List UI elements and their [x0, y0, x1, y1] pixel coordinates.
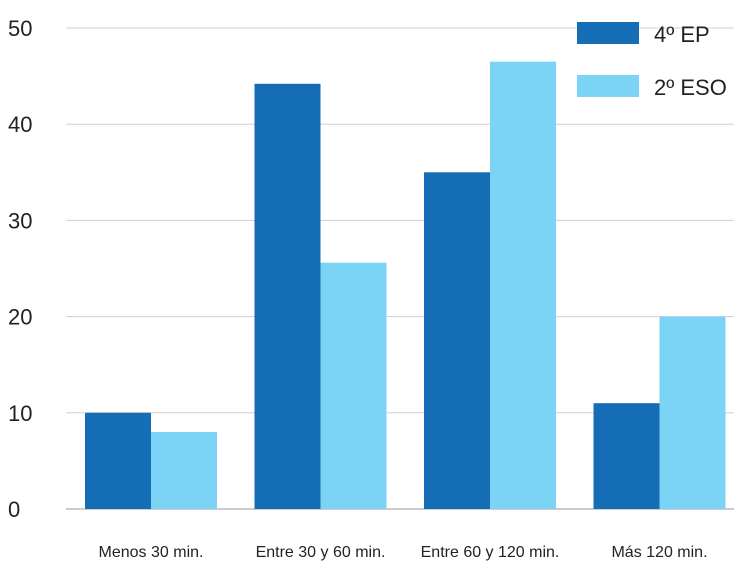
legend-label-1: 4º EP	[654, 22, 710, 47]
bar-series2-1	[320, 262, 387, 509]
bar-series1-2	[424, 172, 490, 510]
y-tick-label: 10	[8, 401, 32, 426]
y-tick-label: 0	[8, 497, 20, 522]
y-tick-label: 50	[8, 16, 32, 41]
y-axis-ticks: 0 10 20 30 40 50	[8, 16, 32, 522]
x-axis-ticks: Menos 30 min. Entre 30 y 60 min. Entre 60 …	[99, 544, 708, 561]
x-tick-label: Más 120 min.	[611, 544, 707, 561]
y-tick-label: 20	[8, 305, 32, 330]
x-tick-label: Entre 60 y 120 min.	[421, 544, 560, 561]
x-tick-label: Entre 30 y 60 min.	[256, 544, 386, 561]
x-tick-label: Menos 30 min.	[99, 544, 204, 561]
bar-series2-3	[659, 316, 726, 509]
bar-series1-3	[593, 403, 660, 509]
legend-label-2: 2º ESO	[654, 75, 727, 100]
legend-swatch-2	[577, 75, 639, 97]
bars	[85, 61, 726, 510]
bar-series1-1	[254, 83, 321, 510]
legend-swatch-1	[577, 22, 639, 44]
bar-series1-0	[85, 412, 151, 509]
legend: 4º EP 2º ESO	[577, 22, 727, 100]
bar-series2-2	[490, 61, 556, 510]
bar-series2-0	[151, 432, 217, 509]
y-tick-label: 30	[8, 208, 32, 233]
y-tick-label: 40	[8, 112, 32, 137]
